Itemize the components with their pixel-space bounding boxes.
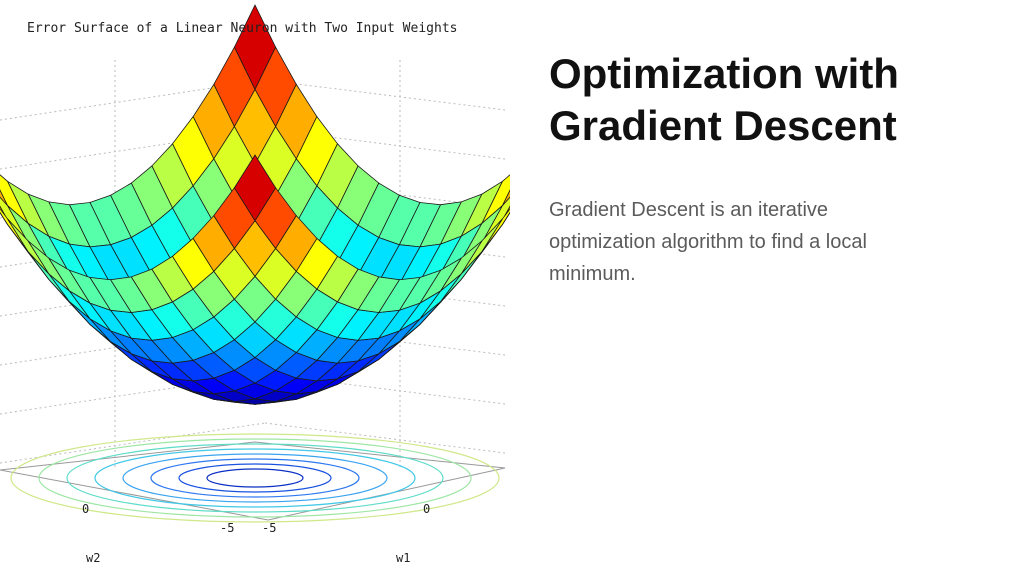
- slide-body-text: Gradient Descent is an iterative optimiz…: [549, 199, 867, 285]
- slide-text-panel: Optimization with Gradient Descent Gradi…: [549, 48, 999, 290]
- tick-w2-neg: -5: [220, 521, 234, 535]
- contour-line: [206, 468, 304, 488]
- tick-w1-zero: 0: [423, 502, 430, 516]
- surface-patch: [233, 154, 277, 222]
- contour-line: [150, 458, 360, 498]
- figure-title: Error Surface of a Linear Neuron with Tw…: [27, 21, 457, 36]
- contour-lines: [0, 433, 506, 523]
- error-surface-figure: Error Surface of a Linear Neuron with Tw…: [0, 0, 510, 570]
- contour-line: [178, 463, 332, 493]
- slide-title-line2: Gradient Descent: [549, 102, 897, 149]
- contour-line: [10, 433, 500, 523]
- grid-line: [264, 79, 506, 111]
- slide-title-line1: Optimization with: [549, 50, 899, 97]
- surface-patch: [502, 189, 510, 206]
- grid-line: [264, 422, 506, 454]
- surface-mesh: [0, 4, 510, 405]
- error-surface-plot: Error Surface of a Linear Neuron with Tw…: [0, 4, 510, 565]
- axis-label-w1: w1: [396, 551, 410, 565]
- tick-w2-zero: 0: [82, 502, 89, 516]
- tick-w1-neg: -5: [262, 521, 276, 535]
- axis-label-w2: w2: [86, 551, 100, 565]
- surface-patch: [0, 189, 8, 206]
- contour-line: [94, 448, 416, 508]
- surface-patch: [0, 205, 8, 221]
- contour-line: [66, 443, 444, 513]
- contour-line: [38, 438, 472, 518]
- contour-line: [122, 453, 388, 503]
- slide-title: Optimization with Gradient Descent: [549, 48, 999, 152]
